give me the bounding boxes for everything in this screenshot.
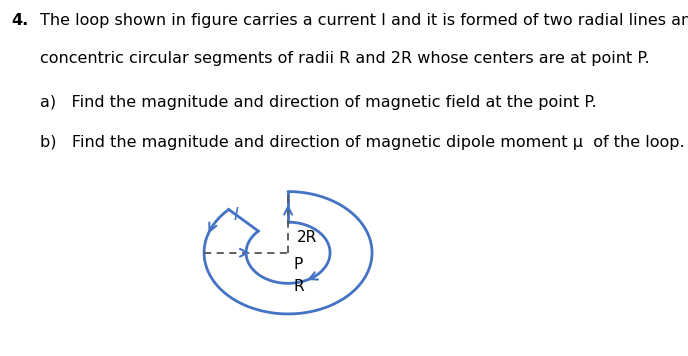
Text: 4.: 4. [11,13,29,28]
Text: P: P [294,257,303,272]
Text: $I$: $I$ [233,206,239,224]
Text: a)   Find the magnitude and direction of magnetic field at the point P.: a) Find the magnitude and direction of m… [40,95,596,110]
Text: R: R [293,279,304,294]
Text: concentric circular segments of radii R and 2R whose centers are at point P.: concentric circular segments of radii R … [40,51,649,66]
Text: b)   Find the magnitude and direction of magnetic dipole moment μ  of the loop.: b) Find the magnitude and direction of m… [40,135,685,150]
Text: 2R: 2R [297,230,317,245]
Text: The loop shown in figure carries a current I and it is formed of two radial line: The loop shown in figure carries a curre… [40,13,688,28]
